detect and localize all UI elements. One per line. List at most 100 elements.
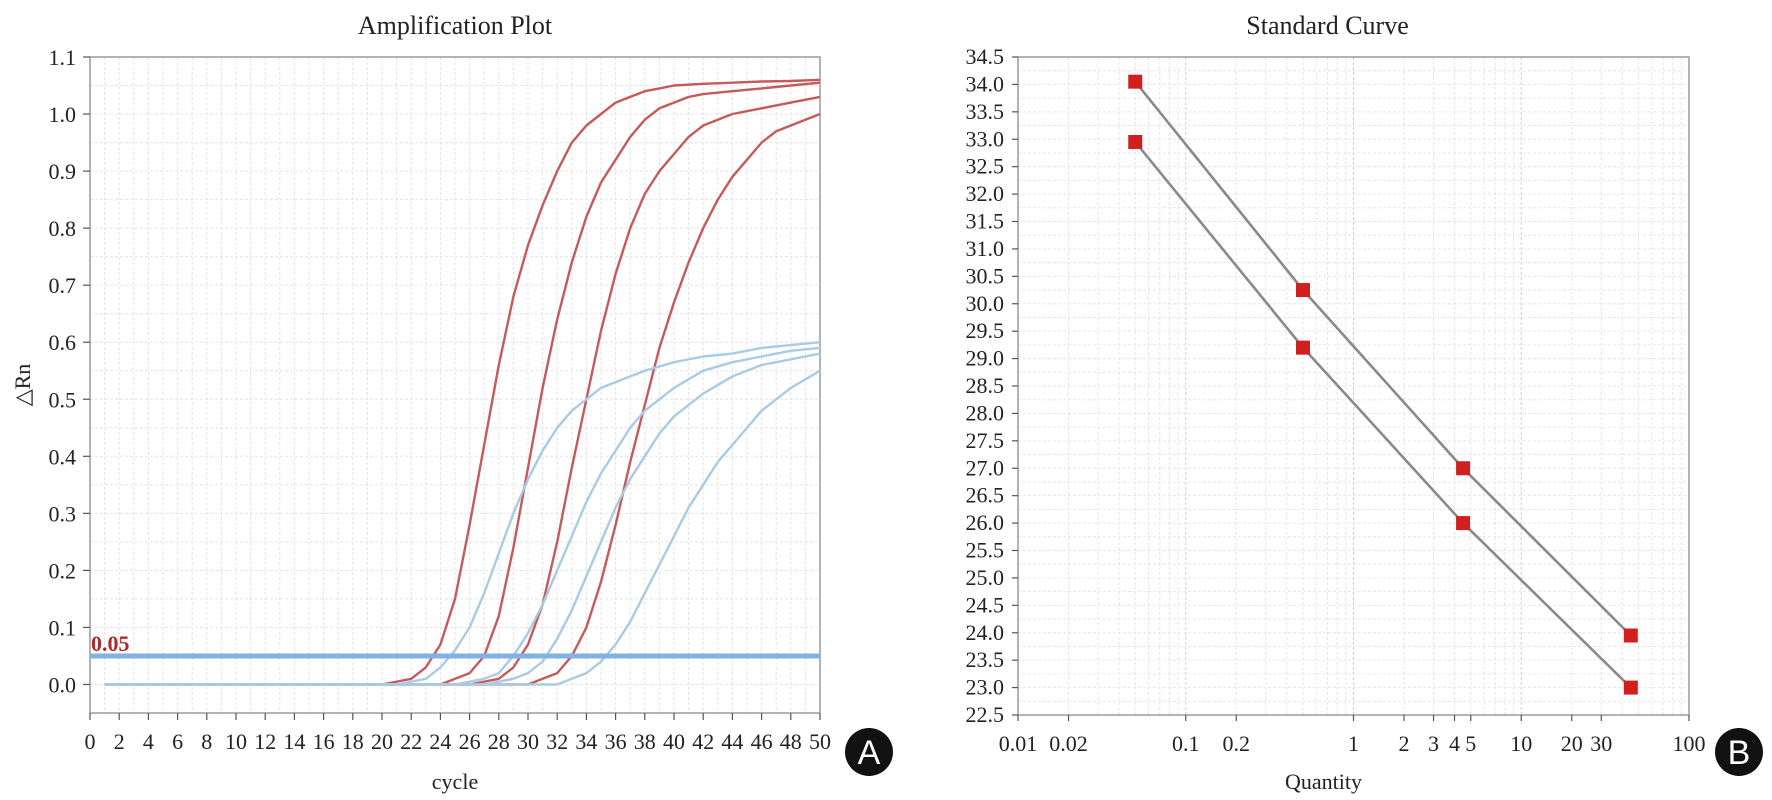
ytick-label-a: 0.5 [49,387,77,412]
xtick-label-a: 10 [225,729,247,754]
xtick-label-a: 6 [172,729,183,754]
ytick-label-a: 1.0 [49,102,77,127]
xtick-label-a: 48 [780,729,802,754]
ytick-label-a: 0.2 [49,558,77,583]
xtick-label-a: 34 [575,729,597,754]
xtick-label-a: 38 [634,729,656,754]
ytick-label-b: 26.5 [966,483,1005,508]
xtick-label-b: 1 [1348,731,1359,756]
xtick-label-b: 100 [1673,731,1706,756]
standard-curve-panel: 22.523.0 23.524.0 24.525.025.5 26.026.5 27.0… [966,11,1763,794]
panel-badge-a [845,728,893,776]
xtick-label-a: 20 [371,729,393,754]
xtick-label-a: 30 [517,729,539,754]
xtick-label-a: 14 [283,729,305,754]
panel-badge-b [1715,728,1763,776]
xtick-label-b: 0.1 [1172,731,1200,756]
plot-frame-a [89,56,821,714]
xtick-label-a: 2 [114,729,125,754]
fit-line-lower [1134,141,1632,689]
xtick-label-a: 8 [201,729,212,754]
xtick-label-a: 12 [254,729,276,754]
xtick-label-b: 0.2 [1222,731,1250,756]
xtick-label-a: 16 [313,729,335,754]
ytick-label-b: 34.5 [966,44,1005,69]
xtick-label-a: 0 [85,729,96,754]
curve-blue-2 [104,346,821,686]
xtick-label-b: 10 [1510,731,1532,756]
ytick-label-b: 25.5 [966,538,1005,563]
ytick-label-a: 0.7 [49,273,77,298]
ytick-label-b: 23.0 [966,675,1005,700]
ytick-label-a: 0.9 [49,159,77,184]
xtick-label-a: 50 [809,729,831,754]
ytick-label-b: 24.0 [966,620,1005,645]
data-point-lower [1456,516,1471,531]
xtick-label-a: 46 [751,729,773,754]
ytick-label-a: 0.4 [49,444,77,469]
amplification-plot-panel: 0.05 0.0 0.1 0.2 0.3 0.4 0.5 0.6 0.7 0.8 0.9 1.0 1.1… [10,11,893,794]
xtick-label-a: 4 [143,729,154,754]
ytick-label-a: 1.1 [49,45,77,70]
data-point-lower [1128,134,1143,149]
xtick-label-a: 28 [488,729,510,754]
panel-badge-b-label: B [1728,734,1751,772]
data-point-lower [1296,340,1311,355]
xtick-label-b: 20 [1561,731,1583,756]
ytick-label-b: 31.0 [966,236,1005,261]
y-axis-label-a: △Rn [10,364,35,407]
xtick-label-b: 2 [1398,731,1409,756]
ytick-label-b: 27.5 [966,428,1005,453]
fit-line-upper [1134,80,1632,637]
xtick-label-b: 0.01 [999,731,1038,756]
x-axis-label-b: Quantity [1285,769,1362,794]
ytick-label-b: 28.0 [966,400,1005,425]
ytick-label-b: 27.0 [966,455,1005,480]
data-point-upper [1623,628,1638,643]
ytick-label-b: 29.0 [966,346,1005,371]
x-axis-label-a: cycle [432,769,478,794]
panel-badge-a-label: A [858,734,881,772]
curve-blue-3 [104,352,821,686]
xtick-label-b: 0.02 [1049,731,1088,756]
ytick-label-b: 31.5 [966,209,1005,234]
curve-red-2 [104,81,821,686]
xtick-label-a: 32 [546,729,568,754]
curve-red-1 [104,78,821,686]
xtick-label-a: 44 [721,729,743,754]
ytick-label-b: 26.0 [966,510,1005,535]
data-point-lower [1623,680,1638,695]
curve-blue-4 [104,369,821,686]
ytick-label-b: 22.5 [966,702,1005,727]
curve-red-4 [104,112,821,686]
chart-title-b: Standard Curve [1246,11,1408,40]
ytick-label-b: 25.0 [966,565,1005,590]
ytick-label-a: 0.0 [49,672,77,697]
ytick-label-b: 32.5 [966,154,1005,179]
ytick-label-a: 0.1 [49,615,77,640]
threshold-label: 0.05 [91,631,130,656]
xtick-label-a: 22 [400,729,422,754]
data-point-upper [1128,74,1143,89]
ytick-label-b: 28.5 [966,373,1005,398]
ytick-label-b: 33.0 [966,126,1005,151]
xtick-label-b: 30 [1590,731,1612,756]
ytick-label-a: 0.3 [49,501,77,526]
xtick-label-a: 42 [692,729,714,754]
xtick-label-a: 36 [605,729,627,754]
data-point-upper [1456,461,1471,476]
ytick-label-a: 0.8 [49,216,77,241]
data-point-upper [1296,283,1311,298]
ytick-label-b: 33.5 [966,99,1005,124]
ytick-label-b: 30.0 [966,291,1005,316]
xtick-label-a: 24 [429,729,451,754]
ytick-label-b: 23.5 [966,647,1005,672]
xtick-label-b: 5 [1465,731,1476,756]
ytick-label-b: 29.5 [966,318,1005,343]
xtick-label-b: 3 [1428,731,1439,756]
ytick-label-a: 0.6 [49,330,77,355]
xtick-label-b: 4 [1449,731,1460,756]
ytick-label-b: 24.5 [966,592,1005,617]
xtick-label-a: 40 [663,729,685,754]
